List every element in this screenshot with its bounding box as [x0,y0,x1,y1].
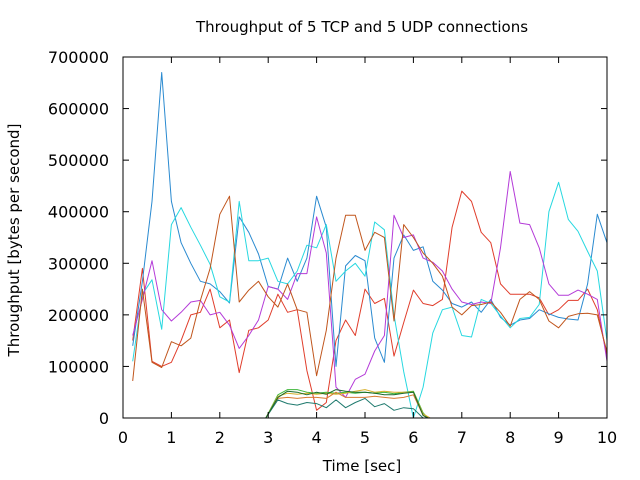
x-tick-label: 10 [597,428,617,447]
y-tick-label: 700000 [48,48,109,67]
y-tick-label: 300000 [48,254,109,273]
x-tick-label: 9 [554,428,564,447]
y-tick-label: 100000 [48,357,109,376]
series-line-8 [265,391,429,419]
x-tick-label: 5 [360,428,370,447]
series-line-3 [132,181,608,419]
y-axis: 0 100000 200000 300000 400000 500000 600000 700… [48,48,607,428]
x-tick-label: 6 [408,428,418,447]
y-tick-label: 200000 [48,306,109,325]
x-tick-label: 7 [457,428,467,447]
series-line-2 [132,72,608,367]
chart-title: Throughput of 5 TCP and 5 UDP connection… [195,18,528,36]
x-tick-label: 1 [166,428,176,447]
x-tick-label: 2 [215,428,225,447]
x-tick-label: 8 [505,428,515,447]
y-tick-label: 400000 [48,203,109,222]
y-axis-title: Throughput [bytes per second] [5,124,23,358]
series-line-10 [265,389,429,419]
series-line-5 [132,195,608,381]
x-axis: 0 1 2 3 4 5 6 7 8 9 10 [118,57,617,447]
series-line-4 [132,171,608,398]
series-layer [132,72,608,419]
series-line-9 [265,397,424,419]
x-tick-label: 4 [312,428,322,447]
y-tick-label: 600000 [48,100,109,119]
x-tick-label: 3 [263,428,273,447]
x-tick-label: 0 [118,428,128,447]
y-tick-label: 0 [99,409,109,428]
y-tick-label: 500000 [48,151,109,170]
x-axis-title: Time [sec] [322,457,401,475]
